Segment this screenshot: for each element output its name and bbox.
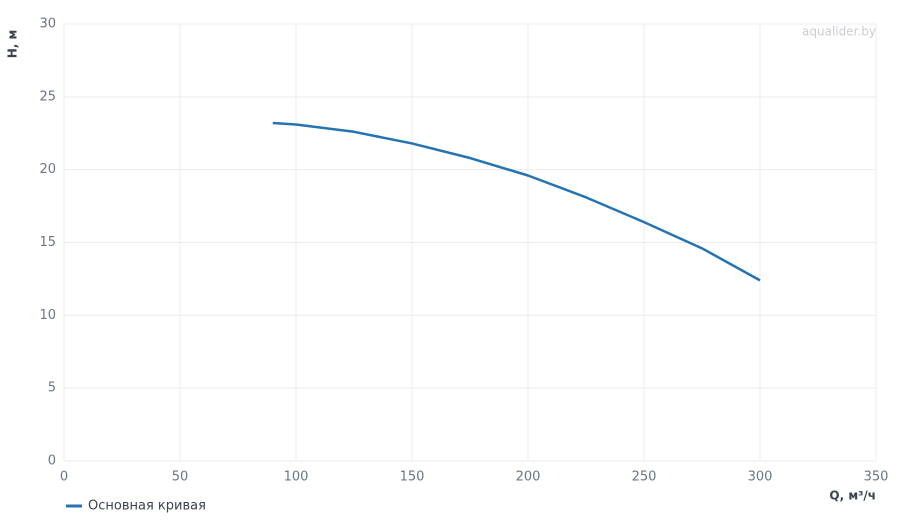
x-tick-label: 200	[516, 470, 541, 485]
legend-label: Основная кривая	[88, 499, 206, 514]
x-tick-label: 350	[864, 470, 889, 485]
y-tick-label: 0	[48, 454, 56, 469]
x-axis-title: Q, м³/ч	[829, 489, 876, 503]
y-tick-label: 10	[39, 308, 56, 323]
y-tick-label: 30	[39, 17, 56, 32]
x-tick-label: 50	[172, 470, 189, 485]
y-tick-label: 15	[39, 235, 56, 250]
x-tick-label: 0	[60, 470, 68, 485]
y-tick-label: 25	[39, 89, 56, 104]
x-tick-label: 300	[748, 470, 773, 485]
x-tick-label: 100	[284, 470, 309, 485]
data-line	[272, 121, 761, 282]
x-tick-label: 250	[632, 470, 657, 485]
y-axis-title: H, м	[6, 30, 20, 59]
y-tick-label: 5	[48, 381, 56, 396]
y-tick-label: 20	[39, 162, 56, 177]
watermark: aqualider.by	[802, 25, 876, 39]
x-tick-label: 150	[400, 470, 425, 485]
